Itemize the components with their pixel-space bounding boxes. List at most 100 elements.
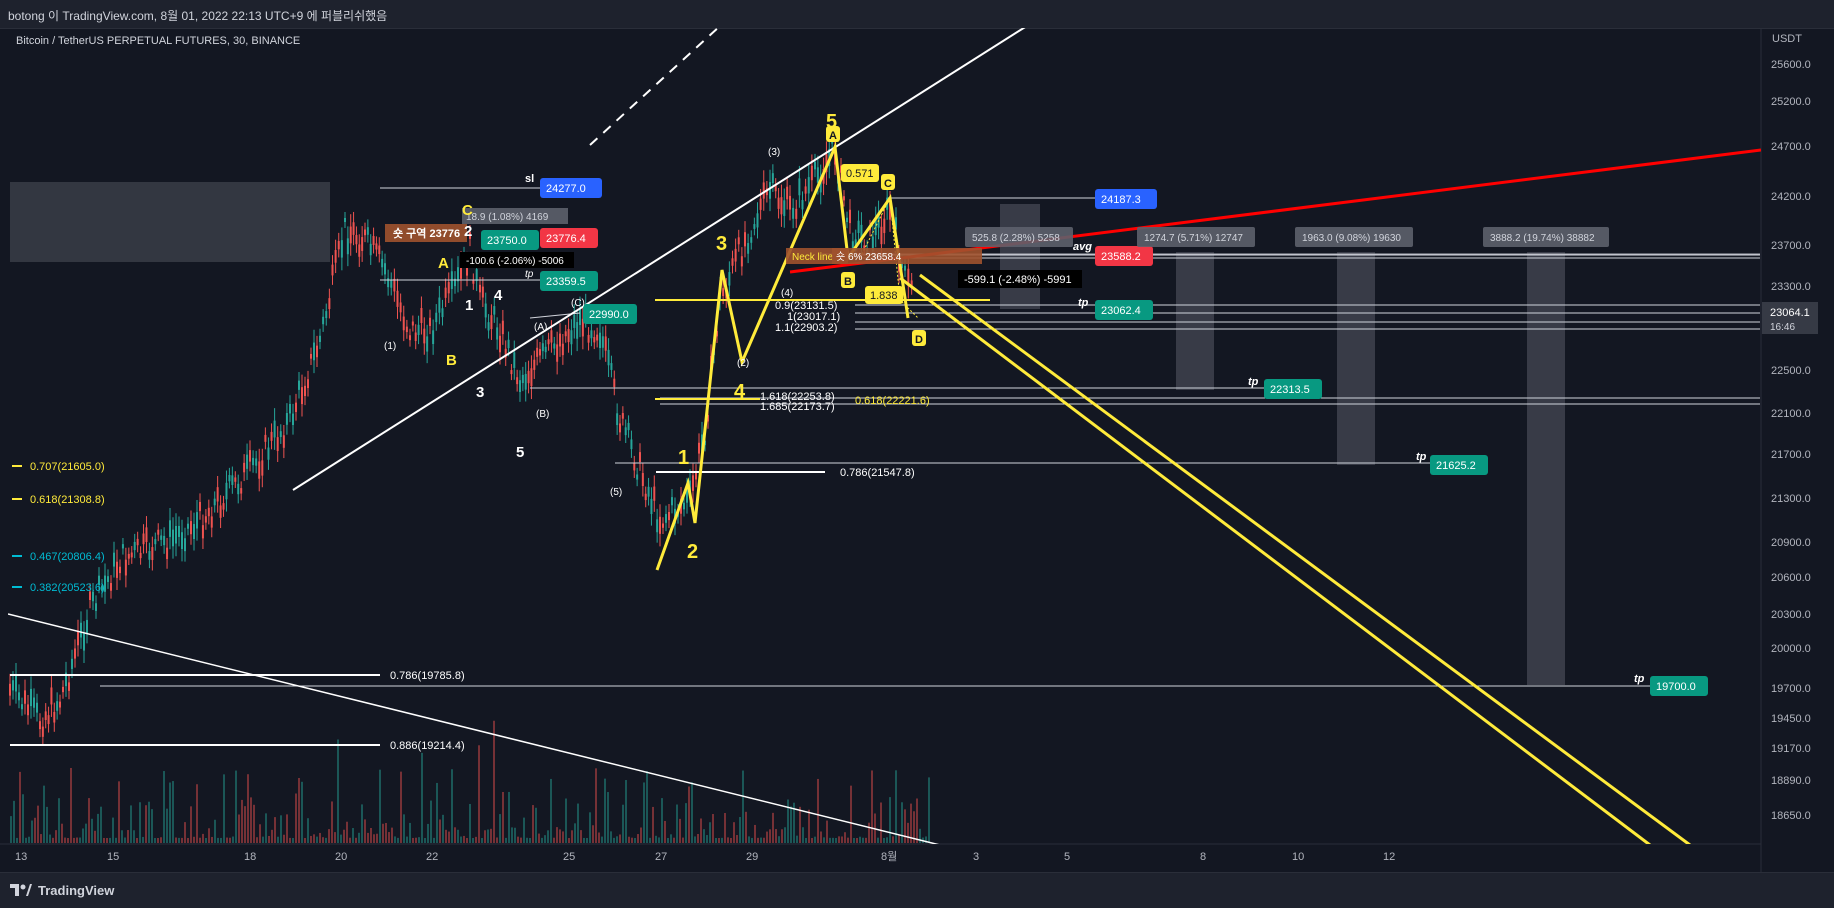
candle-body [304,385,306,397]
candle-body [683,502,685,510]
volume-bar [367,832,369,843]
volume-bar [610,831,612,843]
volume-bar [724,813,726,843]
fib-0786-low-label: 0.786(19785.8) [390,670,465,682]
candle-body [50,687,53,705]
candle-body [904,265,906,271]
candle-body [432,330,435,345]
tradingview-logo[interactable]: TradingView [10,883,114,898]
candle-body [874,218,877,236]
candle-body [479,284,481,293]
volume-bar [121,830,123,843]
volume-bar [115,837,117,843]
candle-body [807,177,810,194]
candle-body [501,320,504,335]
x-tick-label: 13 [15,851,27,863]
volume-bar [214,819,216,843]
volume-bar [382,823,384,843]
candle-body [481,286,484,298]
candle-body [190,521,192,535]
volume-bar [868,822,870,843]
y-tick-label: 19450.0 [1771,713,1811,725]
candle-body [18,692,20,701]
volume-bar [274,817,276,843]
volume-bar [583,837,585,843]
candle-body [641,473,644,487]
volume-bar [628,836,630,843]
volume-bar [292,837,294,843]
misc-labels: 숏 구역 23776 -599.1 (-2.48%) -5991 -100.6 … [385,164,1645,685]
volume-bar [244,806,246,843]
volume-bar [154,837,156,843]
volume-bar [835,837,837,843]
candle-body [616,413,619,426]
x-tick-label: 29 [746,851,758,863]
volume-bar [766,831,768,843]
volume-bar [739,817,741,843]
volume-bar [649,837,651,843]
candle-body [633,463,636,471]
volume-bar [445,829,447,843]
fib-1-label: 1(23017.1) [787,311,840,323]
fib-0618-yellow-label: 0.618(22221.6) [855,395,930,407]
volume-bar [190,806,192,843]
y-tick-label: 23300.0 [1771,281,1811,293]
candle-body [765,188,768,196]
volume-bar [559,829,561,843]
candle-body [544,346,547,353]
volume-bar [169,782,171,843]
fib-0467-label: 0.467(20806.4) [30,551,105,563]
candle-body [390,280,393,288]
candle-body [361,237,364,251]
fib-0618-label: 0.618(21308.8) [30,494,105,506]
volume-bar [478,745,480,843]
volume-bar [631,837,633,843]
volume-bar [31,820,33,843]
candle-body [243,462,246,473]
volume-bar [205,837,207,843]
candle-body [533,359,536,370]
candle-body [801,200,804,210]
volume-bar [340,834,342,843]
volume-bar [397,837,399,843]
volume-bar [736,835,738,843]
volume-bar [61,823,63,843]
volume-bar [187,837,189,843]
current-price-box [1762,302,1818,334]
candle-body [496,327,499,340]
volume-bar [799,806,801,843]
candle-body [883,218,886,234]
candle-body [698,442,700,454]
volume-bar [595,768,597,843]
volume-bar [811,838,813,843]
y-tick-label: 20900.0 [1771,537,1811,549]
candle-body [756,213,759,228]
volume-bar [673,837,675,843]
price-chart[interactable]: 25600.0 25200.0 24700.0 24200.0 23700.0 23300… [0,28,1834,872]
fib-0382-label: 0.382(20523.6) [30,582,105,594]
volume-bar [268,835,270,843]
candle-body [307,379,309,389]
gain-measure-left-label: 18.9 (1.08%) 4169 [466,212,549,223]
volume-bar [361,804,363,843]
candle-body [668,512,670,521]
volume-bar [502,791,504,843]
volume-bar [523,817,525,843]
volume-bar [640,827,642,843]
fib-left-labels: 0.707(21605.0) 0.618(21308.8) 0.467(2080… [12,461,105,594]
candle-body [849,209,851,224]
sub-wave-5-label: (5) [610,487,622,498]
volume-bar [223,774,225,843]
volume-bar [463,835,465,843]
candle-body [601,336,604,348]
candle-body [590,330,593,339]
candle-body [279,431,282,438]
x-tick-label: 5 [1064,851,1070,863]
candle-body [877,212,880,228]
volume-bar [589,812,591,843]
x-tick-label: 22 [426,851,438,863]
minor-wave-2-label: 2 [464,223,472,240]
candle-body [472,279,475,284]
price-tags: 24277.0 23776.4 23750.0 23359.5 22990.0 24187… [481,178,1708,696]
candle-body [301,387,303,405]
